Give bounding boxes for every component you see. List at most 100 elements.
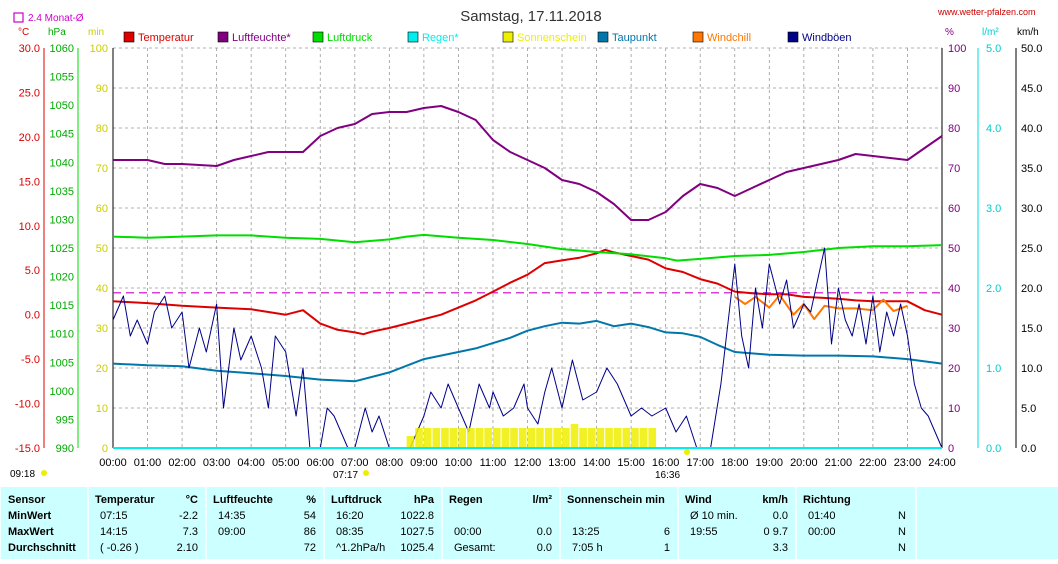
- unit-wind: km/h: [1017, 27, 1039, 38]
- sunshine-bar: [587, 428, 596, 448]
- time-tick: 02:00: [168, 457, 196, 469]
- pressure-tick: 1035: [50, 186, 74, 198]
- table-cell: 1027.5: [400, 526, 434, 538]
- sunshine-bar: [544, 428, 553, 448]
- pressure-tick: 1025: [50, 243, 74, 255]
- table-cell: 7.3: [183, 526, 198, 538]
- pressure-tick: 1050: [50, 100, 74, 112]
- monthly-avg-icon: [13, 12, 24, 23]
- temp-tick: 25.0: [19, 87, 40, 99]
- time-tick: 22:00: [859, 457, 887, 469]
- update-sun-icon: [41, 470, 47, 476]
- legend-label: Luftfeuchte*: [232, 32, 291, 44]
- legend-swatch: [217, 31, 229, 43]
- table-cell: 09:00: [218, 526, 246, 538]
- wind-tick: 45.0: [1021, 83, 1042, 95]
- table-row-label: MaxWert: [8, 526, 54, 538]
- table-cell: 1: [664, 542, 670, 554]
- sun-tick: 10: [96, 403, 108, 415]
- table-header: Wind: [685, 494, 712, 506]
- table-cell: 2.10: [177, 542, 198, 554]
- table-cell: 0.0: [773, 510, 788, 522]
- legend-label: Sonnenschein: [517, 32, 587, 44]
- sunshine-bar: [415, 428, 423, 448]
- time-tick: 13:00: [548, 457, 576, 469]
- unit-temp: °C: [18, 27, 29, 38]
- unit-pressure: hPa: [48, 27, 66, 38]
- sunshine-bar: [622, 428, 631, 448]
- unit-rain: l/m²: [982, 27, 999, 38]
- temp-tick: 0.0: [25, 310, 40, 322]
- time-tick: 00:00: [99, 457, 127, 469]
- sunshine-bar: [432, 428, 441, 448]
- table-cell: 08:35: [336, 526, 364, 538]
- wind-tick: 40.0: [1021, 123, 1042, 135]
- table-cell: Ø 10 min.: [690, 510, 738, 522]
- rain-tick: 1.0: [986, 363, 1001, 375]
- sunshine-bar: [639, 428, 648, 448]
- sunshine-bar: [510, 428, 518, 448]
- table-cell: 14:35: [218, 510, 246, 522]
- wind-tick: 5.0: [1021, 403, 1036, 415]
- time-tick: 23:00: [894, 457, 922, 469]
- temp-tick: 30.0: [19, 43, 40, 55]
- humidity-tick: 80: [948, 123, 960, 135]
- legend-swatch: [123, 31, 135, 43]
- wind-tick: 50.0: [1021, 43, 1042, 55]
- pressure-tick: 1005: [50, 357, 74, 369]
- pressure-tick: 1030: [50, 214, 74, 226]
- pressure-tick: 1040: [50, 157, 74, 169]
- sunshine-bar: [562, 428, 570, 448]
- table-header: l/m²: [532, 494, 552, 506]
- time-tick: 06:00: [306, 457, 334, 469]
- rain-tick: 5.0: [986, 43, 1001, 55]
- pressure-tick: 990: [56, 443, 74, 455]
- table-cell: 86: [304, 526, 316, 538]
- sunshine-bar: [631, 428, 639, 448]
- rain-tick: 0.0: [986, 443, 1001, 455]
- table-cell: 00:00: [808, 526, 836, 538]
- time-tick: 15:00: [617, 457, 645, 469]
- temp-tick: 5.0: [25, 265, 40, 277]
- time-tick: 14:00: [583, 457, 611, 469]
- table-cell: 1022.8: [400, 510, 434, 522]
- wind-tick: 20.0: [1021, 283, 1042, 295]
- table-cell: 07:15: [100, 510, 128, 522]
- legend-swatch: [597, 31, 609, 43]
- humidity-tick: 0: [948, 443, 954, 455]
- table-row-label: MinWert: [8, 510, 52, 522]
- time-tick: 12:00: [514, 457, 542, 469]
- legend-label: Luftdruck: [327, 32, 373, 44]
- website-link[interactable]: www.wetter-pfalzen.com: [938, 7, 1036, 17]
- table-cell: 0.0: [537, 526, 552, 538]
- sunshine-bar: [518, 428, 527, 448]
- table-header: %: [306, 494, 316, 506]
- monthly-avg-label: 2.4 Monat-Ø: [28, 13, 84, 24]
- table-cell: 3.3: [773, 542, 788, 554]
- sunshine-bar: [467, 428, 475, 448]
- sunset-time: 16:36: [655, 470, 680, 481]
- table-cell: 16:20: [336, 510, 364, 522]
- sunshine-bar: [475, 428, 484, 448]
- sun-tick: 50: [96, 243, 108, 255]
- legend-swatch: [502, 31, 514, 43]
- pressure-tick: 1045: [50, 129, 74, 141]
- time-tick: 04:00: [237, 457, 265, 469]
- stats-table-content: Sensor Temperatur °C Luftfeuchte% Luftdruck h…: [0, 487, 917, 559]
- humidity-tick: 60: [948, 203, 960, 215]
- table-cell: ^1.2hPa/h: [336, 542, 385, 554]
- legend-label: Taupunkt: [612, 32, 657, 44]
- legend-swatch: [787, 31, 799, 43]
- table-cell: 19:55: [690, 526, 718, 538]
- rain-tick: 3.0: [986, 203, 1001, 215]
- chart-legend: Temperatur Luftfeuchte* Luftdruck Regen* Son…: [123, 31, 852, 44]
- time-tick: 11:00: [480, 457, 507, 469]
- stats-table: Sensor Temperatur °C Luftfeuchte% Luftdruck h…: [0, 487, 1058, 559]
- sunset-icon: [684, 449, 690, 455]
- sunrise-icon: [363, 470, 369, 476]
- table-header: Luftfeuchte: [213, 494, 273, 506]
- sunshine-bar: [484, 428, 492, 448]
- sunshine-bar: [501, 428, 510, 448]
- temp-tick: -15.0: [15, 443, 40, 455]
- pressure-tick: 1055: [50, 72, 74, 84]
